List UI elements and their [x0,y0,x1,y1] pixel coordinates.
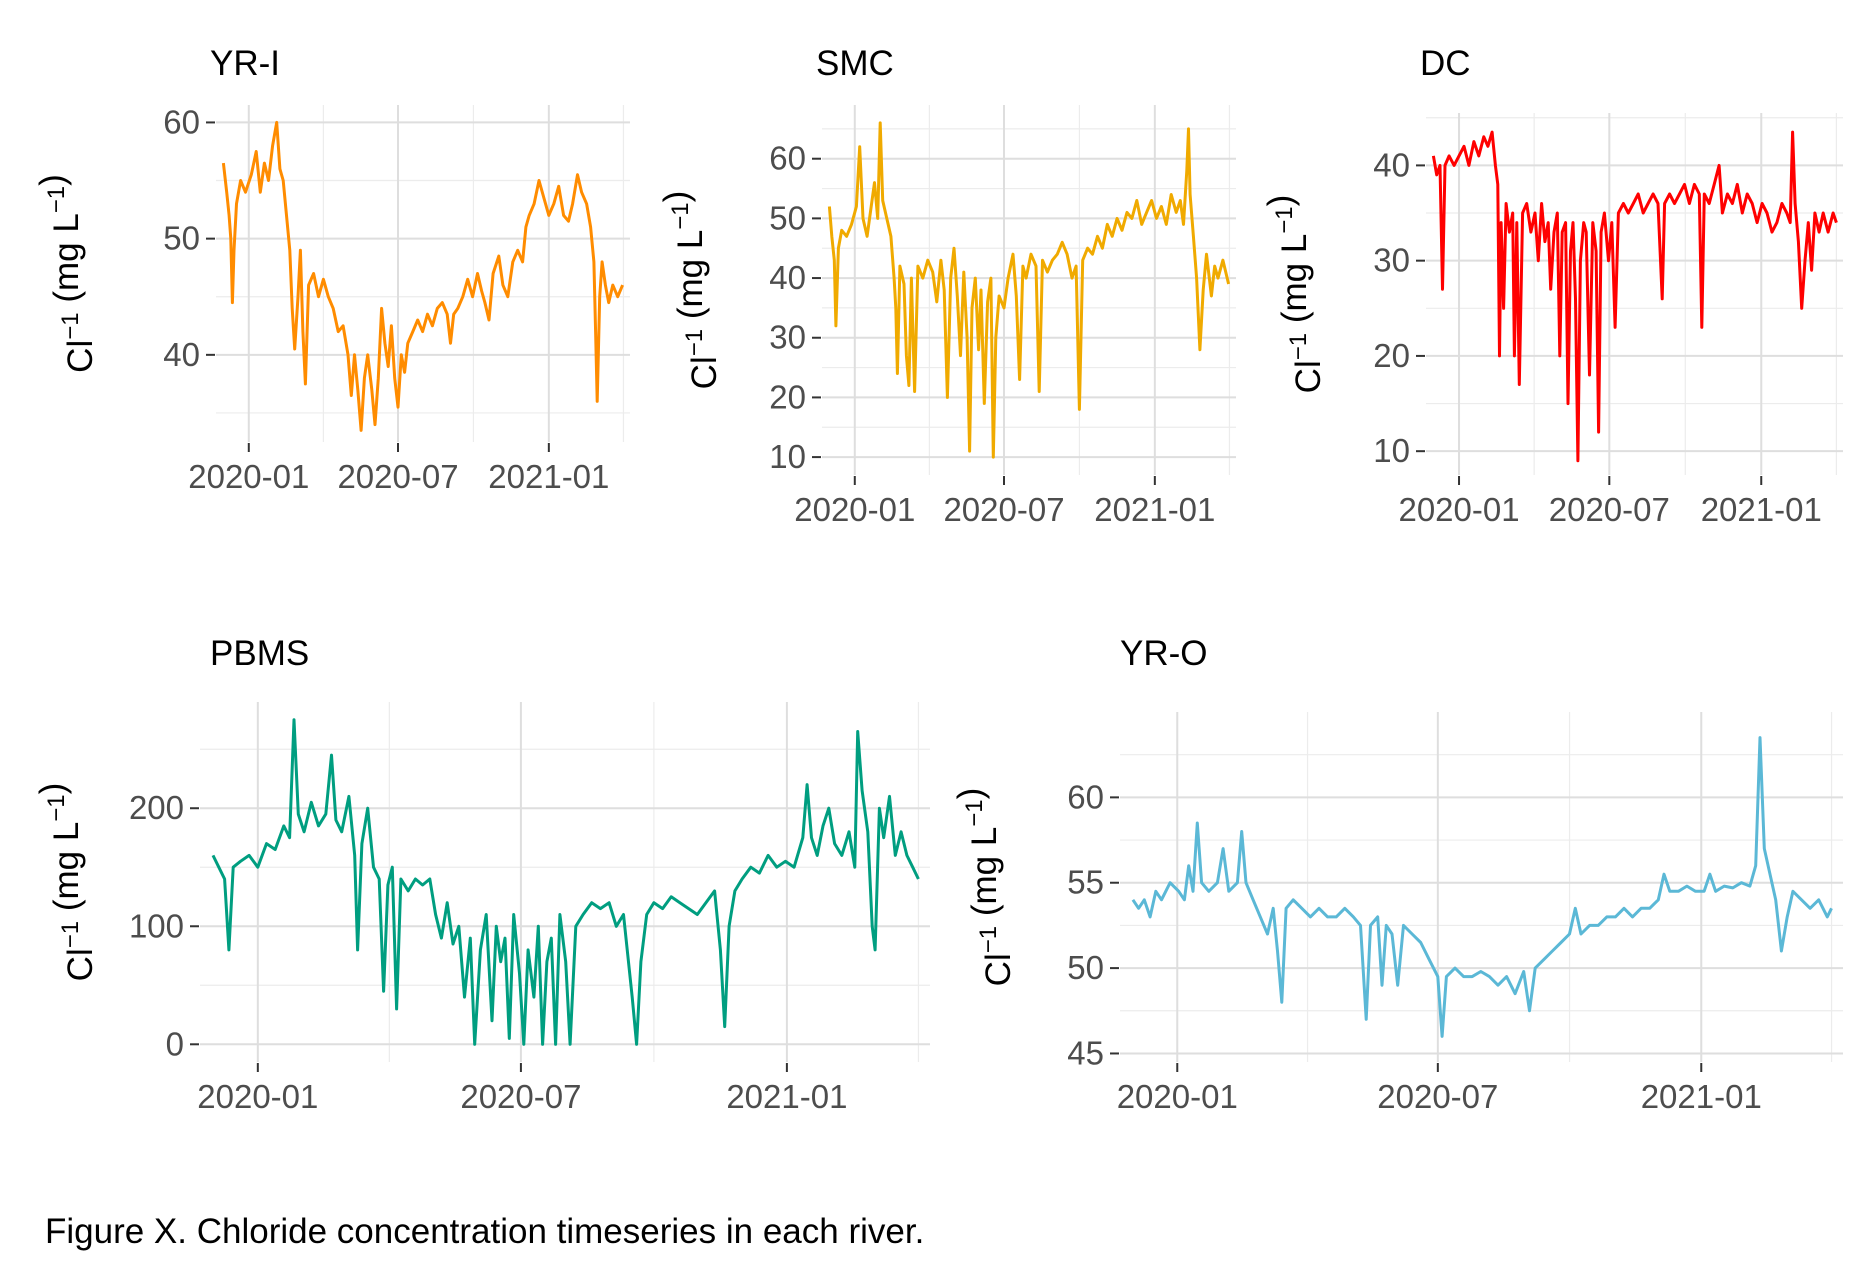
series-line-smc [827,121,1231,459]
y-tick-label: 60 [1067,778,1104,815]
y-axis-label: Cl−1 (mg L−1) [33,783,100,982]
panel-yr-i: 40 50 60 2020-01 2020-07 2021-01 YR-I Cl−1 (mg … [33,44,630,495]
series-line-yr-o [1131,736,1833,1038]
y-tick-label: 60 [163,103,200,140]
x-tick-label: 2021-01 [1641,1078,1762,1115]
y-tick-label: 50 [163,220,200,257]
x-tick-label: 2020-01 [188,458,309,495]
x-tick-label: 2020-01 [1117,1078,1238,1115]
panel-title: YR-I [210,44,280,83]
y-tick-label: 20 [1373,337,1410,374]
panel-smc: 10 20 30 40 50 60 2020-01 2020-07 2021-01 SMC Cl−1… [657,44,1236,528]
y-tick-label: 40 [163,336,200,373]
y-tick-label: 45 [1067,1034,1104,1071]
y-axis-label: Cl−1 (mg L−1) [1261,195,1328,394]
y-tick-label: 100 [129,907,184,944]
x-tick-label: 2020-07 [337,458,458,495]
x-tick-label: 2020-07 [460,1078,581,1115]
series-line-yr-i [221,120,624,432]
x-tick-label: 2021-01 [726,1078,847,1115]
y-tick-label: 55 [1067,864,1104,901]
y-tick-label: 10 [1373,432,1410,469]
y-tick-label: 10 [769,438,806,475]
x-tick-label: 2020-07 [1377,1078,1498,1115]
x-tick-label: 2020-01 [1398,491,1519,528]
y-tick-label: 200 [129,789,184,826]
x-tick-label: 2020-01 [197,1078,318,1115]
series-line-pbms [211,718,920,1046]
y-axis-label: Cl−1 (mg L−1) [951,788,1018,987]
x-tick-label: 2021-01 [1094,491,1215,528]
panel-title: PBMS [210,634,309,673]
y-tick-label: 0 [166,1025,184,1062]
y-tick-label: 50 [1067,949,1104,986]
panel-title: SMC [816,44,894,83]
figure-caption: Figure X. Chloride concentration timeser… [45,1212,925,1251]
panel-yr-o: 45 50 55 60 2020-01 2020-07 2021-01 YR-O Cl−1 (m… [951,634,1843,1115]
x-tick-label: 2020-01 [794,491,915,528]
panel-title: DC [1420,44,1471,83]
y-tick-label: 30 [769,319,806,356]
y-axis-label: Cl−1 (mg L−1) [33,174,100,373]
y-tick-label: 60 [769,140,806,177]
y-tick-label: 20 [769,378,806,415]
x-tick-label: 2020-07 [943,491,1064,528]
y-tick-label: 50 [769,199,806,236]
y-tick-label: 40 [1373,146,1410,183]
y-axis-label: Cl−1 (mg L−1) [657,191,724,390]
x-tick-label: 2021-01 [488,458,609,495]
panel-dc: 10 20 30 40 2020-01 2020-07 2021-01 DC Cl−1 (mg … [1261,44,1843,528]
x-tick-label: 2020-07 [1549,491,1670,528]
panel-pbms: 0 100 200 2020-01 2020-07 2021-01 PBMS Cl−1 (mg… [33,634,930,1115]
y-tick-label: 40 [769,259,806,296]
series-line-dc [1431,130,1838,463]
y-tick-label: 30 [1373,242,1410,279]
x-tick-label: 2021-01 [1701,491,1822,528]
panel-title: YR-O [1120,634,1208,673]
